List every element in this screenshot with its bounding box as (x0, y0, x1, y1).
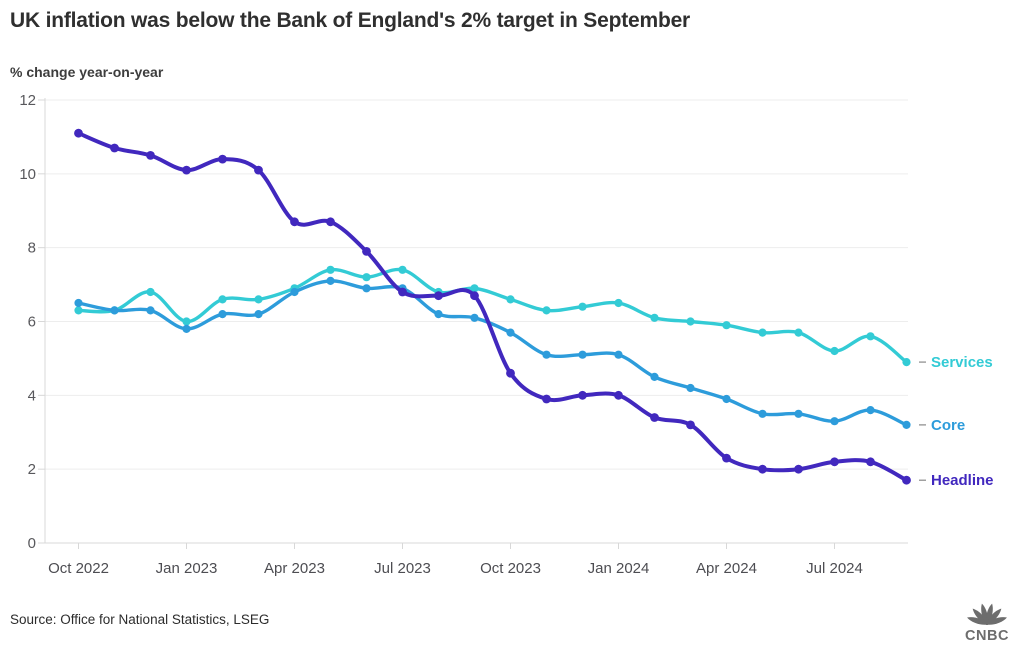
legend-label-headline: Headline (931, 472, 994, 489)
data-point-core (290, 287, 299, 297)
data-point-headline (542, 394, 551, 404)
data-point-headline (218, 154, 227, 164)
data-point-services (830, 346, 839, 356)
x-tick-label: Jul 2024 (806, 560, 863, 577)
data-point-services (470, 284, 479, 293)
data-point-core (182, 324, 191, 333)
data-point-headline (902, 475, 911, 485)
data-point-services (794, 328, 803, 337)
data-point-headline (110, 143, 119, 153)
x-tick-label: Oct 2023 (480, 560, 541, 577)
data-point-services (614, 298, 623, 308)
data-point-core (794, 409, 803, 418)
data-point-core (218, 310, 227, 319)
data-point-services (722, 321, 731, 330)
legend-label-services: Services (931, 354, 993, 371)
data-point-headline (794, 464, 803, 474)
data-point-headline (578, 390, 587, 400)
data-point-headline (866, 457, 875, 467)
y-axis-unit-label: % change year-on-year (10, 64, 164, 80)
data-point-services (326, 265, 335, 274)
data-point-headline (506, 368, 515, 378)
data-point-services (398, 265, 407, 274)
y-tick-label: 4 (28, 387, 36, 404)
data-point-core (614, 350, 623, 359)
data-point-core (758, 409, 767, 418)
x-tick-label: Jul 2023 (374, 560, 431, 577)
data-point-headline (470, 291, 479, 301)
y-tick-label: 2 (28, 461, 36, 478)
cnbc-peacock-icon (967, 603, 1007, 626)
data-point-core (650, 372, 659, 381)
cnbc-logo: CNBC (958, 597, 1016, 644)
y-tick-label: 12 (19, 95, 36, 109)
data-point-core (902, 420, 911, 429)
data-point-core (542, 350, 551, 359)
legend-label-core: Core (931, 417, 965, 434)
x-tick-label: Jan 2024 (588, 560, 650, 577)
data-point-core (362, 284, 371, 293)
data-point-core (866, 406, 875, 415)
data-point-core (470, 313, 479, 322)
data-point-core (434, 310, 443, 319)
data-point-services (650, 313, 659, 322)
data-point-services (362, 273, 371, 282)
data-point-core (326, 276, 335, 285)
data-point-headline (146, 151, 155, 160)
y-tick-label: 10 (19, 166, 36, 183)
series-line-core (76, 279, 909, 427)
x-tick-label: Apr 2024 (696, 560, 757, 577)
data-point-services (866, 332, 875, 341)
data-point-services (578, 302, 587, 311)
data-point-headline (398, 287, 407, 297)
series-line-headline (76, 131, 909, 483)
cnbc-logo-text: CNBC (965, 628, 1009, 644)
data-point-headline (758, 464, 767, 474)
data-point-services (902, 358, 911, 367)
data-point-services (686, 317, 695, 326)
y-tick-label: 6 (28, 314, 36, 331)
data-point-headline (254, 165, 263, 175)
data-point-services (542, 306, 551, 315)
data-point-core (578, 350, 587, 359)
data-point-core (506, 328, 515, 337)
data-point-headline (326, 217, 335, 227)
y-tick-label: 0 (28, 535, 36, 552)
data-point-services (758, 328, 767, 337)
data-point-services (74, 306, 83, 315)
data-point-headline (74, 128, 83, 138)
data-point-headline (362, 247, 371, 256)
data-point-core (110, 306, 119, 315)
data-point-services (182, 317, 191, 326)
data-point-headline (614, 390, 623, 400)
data-point-headline (722, 453, 731, 463)
data-point-core (254, 310, 263, 319)
source-text: Source: Office for National Statistics, … (10, 612, 270, 627)
data-point-headline (434, 291, 443, 301)
data-point-services (506, 295, 515, 304)
data-point-core (146, 306, 155, 315)
data-point-headline (290, 217, 299, 227)
data-point-headline (830, 457, 839, 467)
data-point-core (686, 383, 695, 393)
x-tick-label: Oct 2022 (48, 560, 109, 577)
data-point-services (146, 287, 155, 297)
data-point-services (218, 295, 227, 304)
data-point-services (254, 295, 263, 304)
data-point-headline (650, 413, 659, 422)
y-tick-label: 8 (28, 240, 36, 257)
line-chart: 0 2 4 6 8 10 12 Oct 2022 Jan 2023 Apr 2023 Jul 202… (0, 92, 1020, 595)
series-line-services (76, 267, 909, 364)
data-point-core (830, 417, 839, 426)
inflation-chart-canvas: 0 2 4 6 8 10 12 Oct 2022 Jan 2023 Apr 2023 Jul 202… (19, 92, 994, 577)
x-tick-label: Apr 2023 (264, 560, 325, 577)
data-point-core (722, 394, 731, 404)
data-point-headline (686, 420, 695, 430)
chart-title: UK inflation was below the Bank of Engla… (10, 9, 691, 32)
x-tick-label: Jan 2023 (156, 560, 218, 577)
data-point-core (74, 298, 83, 308)
data-point-headline (182, 165, 191, 175)
